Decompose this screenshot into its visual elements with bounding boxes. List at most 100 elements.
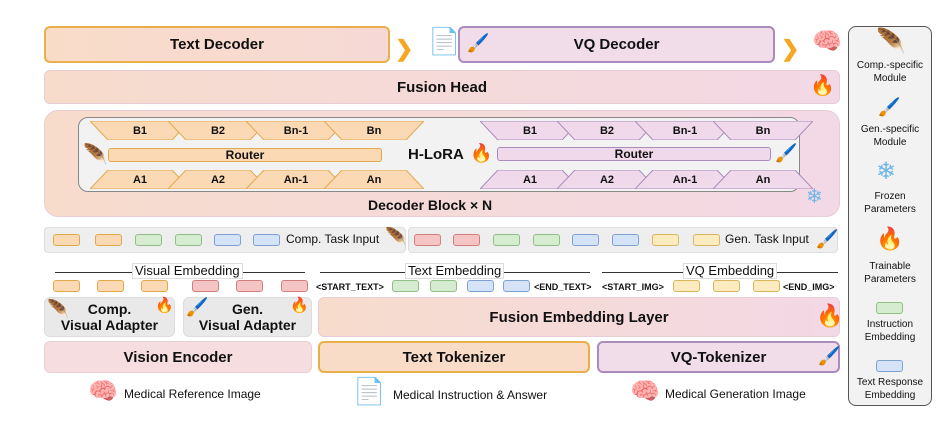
lora-matrix: A2 [557,170,657,189]
end-text-token: <END_TEXT> [534,282,592,292]
fire-icon: 🔥 [290,297,309,314]
lora-matrix: A2 [168,170,268,189]
legend-gen: Gen.-specific Module [860,124,920,148]
embedding-token [236,280,263,292]
embedding-token [141,280,168,292]
end-img-token: <END_IMG> [783,282,835,292]
brain-scan-icon: 🧠 [88,378,118,405]
lora-matrix-label: Bn-1 [672,124,698,137]
lora-matrix: A1 [90,170,190,189]
fire-icon: 🔥 [155,297,174,314]
adapter-label: Visual Adapter [198,317,297,333]
legend-instruction: Instruction Embedding [864,319,916,343]
text-tokenizer-label: Text Tokenizer [402,348,506,366]
embedding-token [414,234,441,246]
vq-decoder-label: VQ Decoder [573,36,660,53]
fire-icon: 🔥 [876,226,904,251]
adapter-label: Gen. [231,301,264,317]
start-text-token: <START_TEXT> [316,282,384,292]
chevron-right-icon: ❯ [781,36,800,61]
lora-matrix: A1 [480,170,580,189]
embedding-token [430,280,457,292]
router-label: Router [614,147,654,161]
brain-scan-icon: 🧠 [812,28,842,55]
reference-image-label: Medical Reference Image [124,387,261,401]
embedding-token [253,234,280,246]
legend-comp: Comp.-specific Module [856,60,924,84]
lora-matrix-label: Bn [366,124,382,137]
embedding-token [753,280,780,292]
embedding-token [876,360,903,372]
lora-matrix-label: A2 [599,173,615,186]
lora-matrix-label: An [755,173,771,186]
feather-icon: 🪶 [876,28,906,55]
brain-scan-icon: 🧠 [630,378,660,405]
lora-matrix: An [324,170,424,189]
chevron-right-icon: ❯ [395,36,414,61]
embedding-token [97,280,124,292]
paintbrush-icon: 🖌️ [467,33,490,53]
adapter-label: Visual Adapter [60,317,159,333]
fusion-head-label: Fusion Head [396,78,487,96]
lora-matrix: B1 [480,121,580,140]
document-icon: 📄 [428,26,461,56]
vq-embedding-label: VQ Embedding [683,263,778,279]
legend-text-response: Text Response Embedding [856,377,924,401]
legend-panel [848,26,932,406]
embedding-token [503,280,530,292]
legend-frozen: Frozen Parameters [864,191,916,215]
fusion-head: Fusion Head [44,70,840,104]
embedding-token [214,234,241,246]
lora-matrix-label: B2 [210,124,226,137]
vq-tokenizer: VQ-Tokenizer [597,341,840,373]
paintbrush-icon: 🖌️ [878,97,901,117]
lora-matrix: B2 [168,121,268,140]
embedding-token [652,234,679,246]
lora-matrix: Bn [713,121,813,140]
fusion-embedding-label: Fusion Embedding Layer [489,308,669,326]
generation-image-label: Medical Generation Image [665,387,806,401]
embedding-token [693,234,720,246]
fire-icon: 🔥 [816,303,844,328]
fire-icon: 🔥 [470,143,493,163]
embedding-token [192,280,219,292]
gen-router: Router [497,147,771,161]
embedding-token [95,234,122,246]
lora-matrix-label: An [366,173,382,186]
snowflake-icon: ❄ [806,186,823,208]
lora-matrix: An [713,170,813,189]
snowflake-icon: ❄ [876,158,897,185]
visual-embedding-label: Visual Embedding [132,263,243,279]
vq-decoder: VQ Decoder [458,26,775,63]
lora-matrix-label: B2 [599,124,615,137]
lora-matrix-label: A2 [210,173,226,186]
lora-matrix-label: A1 [132,173,148,186]
fire-icon: 🔥 [810,75,835,97]
vision-encoder: Vision Encoder [44,341,312,373]
text-decoder: Text Decoder [44,26,390,63]
legend-trainable: Trainable Parameters [864,261,916,285]
embedding-token [392,280,419,292]
h-lora-label: H-LoRA [408,146,464,163]
lora-matrix-label: Bn [755,124,771,137]
comp-task-input-label: Comp. Task Input [286,232,380,246]
lora-matrix-label: B1 [522,124,538,137]
feather-icon: 🪶 [83,144,108,166]
embedding-token [175,234,202,246]
lora-matrix: B1 [90,121,190,140]
fusion-embedding-layer: Fusion Embedding Layer [318,297,840,337]
start-img-token: <START_IMG> [602,282,664,292]
embedding-token [612,234,639,246]
paintbrush-icon: 🖌️ [816,229,839,249]
paintbrush-icon: 🖌️ [186,297,209,317]
decoder-block-label: Decoder Block × N [368,197,492,213]
lora-matrix: An-1 [246,170,346,189]
lora-matrix-label: An-1 [283,173,309,186]
times-sign: × [469,197,479,213]
lora-matrix-label: Bn-1 [283,124,309,137]
embedding-token [713,280,740,292]
comp-visual-adapter: Comp. Visual Adapter [44,297,175,337]
embedding-token [467,280,494,292]
text-tokenizer: Text Tokenizer [318,341,590,373]
lora-matrix: Bn-1 [635,121,735,140]
